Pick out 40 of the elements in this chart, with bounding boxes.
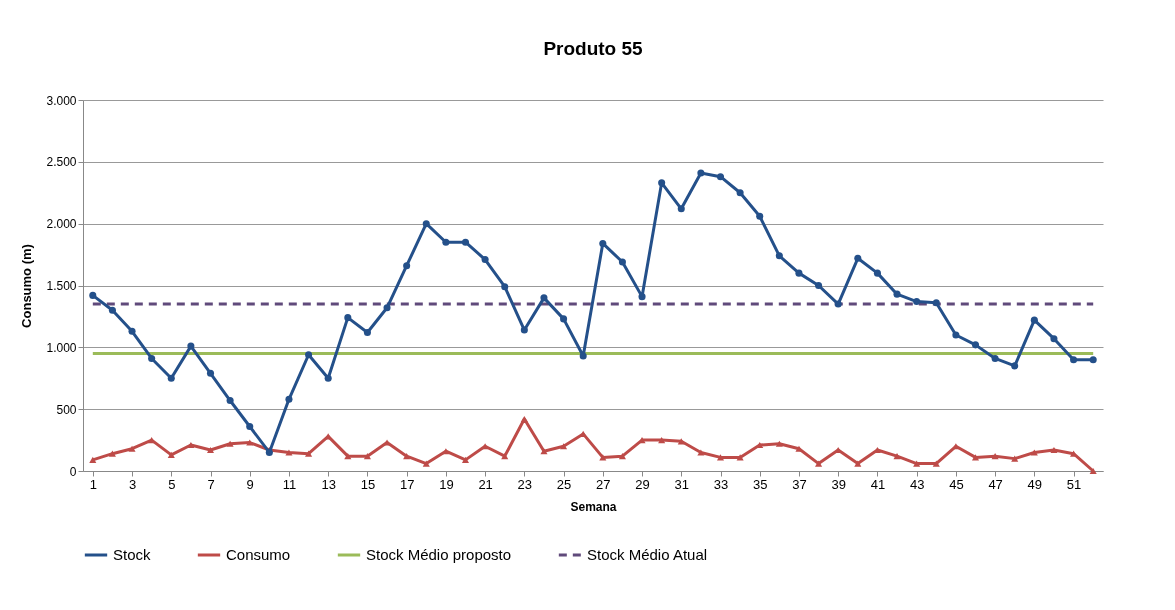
y-tick-label: 500	[56, 402, 77, 417]
x-tick-label: 29	[635, 476, 650, 492]
x-tick-label: 47	[988, 476, 1003, 492]
x-tick-label: 49	[1027, 476, 1043, 492]
legend-label: Stock	[113, 546, 152, 563]
y-tick-label: 1.000	[46, 340, 77, 355]
x-tick-label: 51	[1066, 476, 1082, 492]
x-tick-label: 33	[713, 476, 729, 492]
x-tick-label: 35	[753, 476, 768, 492]
x-tick-label: 27	[596, 476, 611, 492]
x-tick-label: 19	[439, 476, 454, 492]
x-tick-label: 37	[792, 476, 807, 492]
x-tick-label: 31	[674, 476, 689, 492]
y-tick-label: 2.000	[46, 217, 77, 232]
legend-label: Stock Médio proposto	[366, 546, 512, 563]
x-tick-label: 39	[831, 476, 846, 492]
x-tick-label: 41	[870, 476, 886, 492]
x-tick-label: 17	[399, 476, 415, 492]
x-tick-label: 23	[517, 476, 533, 492]
x-tick-label: 45	[949, 476, 964, 492]
x-tick-label: 13	[321, 476, 336, 492]
legend-label: Consumo	[226, 546, 291, 563]
x-tick-label: 1	[89, 476, 97, 492]
x-tick-label: 5	[168, 476, 176, 492]
x-axis-title: Semana	[570, 499, 617, 514]
y-axis-title: Consumo (m)	[19, 244, 35, 328]
y-tick-label: 3.000	[46, 93, 77, 108]
legend-label: Stock Médio Atual	[587, 546, 708, 563]
x-tick-label: 11	[282, 476, 297, 492]
chart-title: Produto 55	[543, 38, 644, 59]
y-tick-label: 1.500	[46, 279, 77, 293]
x-tick-label: 43	[909, 476, 925, 492]
y-tick-label: 2.500	[46, 155, 77, 170]
x-tick-label: 25	[556, 476, 572, 492]
x-tick-label: 3	[128, 476, 137, 492]
x-tick-label: 9	[246, 476, 254, 492]
y-tick-label: 0	[69, 464, 77, 479]
x-tick-label: 21	[478, 476, 493, 492]
x-tick-label: 15	[360, 476, 376, 492]
x-tick-label: 7	[207, 476, 215, 492]
